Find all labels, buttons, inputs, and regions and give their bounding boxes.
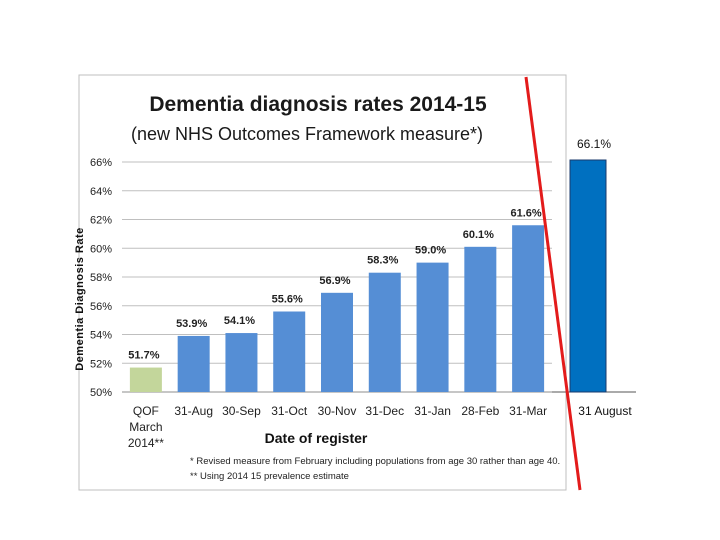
y-axis-label: Dementia Diagnosis Rate bbox=[74, 227, 86, 371]
y-tick-label: 64% bbox=[90, 186, 112, 198]
x-axis-categories: QOF March 2014** 31-Aug 30-Sep 31-Oct 30-Nov 31… bbox=[128, 404, 547, 450]
bar bbox=[569, 159, 607, 393]
x-tick-label: 30-Sep bbox=[222, 404, 261, 418]
y-tick-label: 62% bbox=[90, 215, 112, 227]
data-label: 66.1% bbox=[577, 137, 611, 151]
x-tick-label: March bbox=[129, 420, 162, 434]
bars bbox=[129, 225, 545, 392]
bar bbox=[177, 335, 210, 392]
x-axis-label: Date of register bbox=[265, 430, 368, 446]
data-label: 56.9% bbox=[319, 275, 350, 287]
x-tick-label: 31-Dec bbox=[365, 404, 404, 418]
data-label: 58.3% bbox=[367, 255, 398, 267]
bar bbox=[273, 311, 306, 392]
x-tick-label: 31-Jan bbox=[414, 404, 451, 418]
bar bbox=[321, 292, 353, 392]
bar bbox=[225, 333, 258, 392]
x-tick-label: QOF bbox=[133, 404, 159, 418]
chart-title: Dementia diagnosis rates 2014-15 bbox=[149, 93, 487, 116]
bar bbox=[416, 262, 449, 392]
y-tick-label: 60% bbox=[90, 243, 112, 255]
footnote-2: ** Using 2014 15 prevalence estimate bbox=[190, 471, 349, 482]
y-tick-label: 50% bbox=[90, 387, 112, 399]
y-tick-label: 56% bbox=[90, 301, 112, 313]
data-label: 60.1% bbox=[463, 229, 494, 241]
chart-subtitle: (new NHS Outcomes Framework measure*) bbox=[131, 124, 483, 144]
side-chart: 66.1% 31 August bbox=[552, 137, 636, 418]
x-tick-label: 31-Oct bbox=[271, 404, 308, 418]
x-tick-label: 31-Aug bbox=[174, 404, 213, 418]
y-tick-label: 52% bbox=[90, 358, 112, 370]
x-tick-label: 2014** bbox=[128, 436, 164, 450]
bar bbox=[464, 246, 497, 392]
x-tick-label: 31 August bbox=[578, 404, 632, 418]
bar bbox=[368, 272, 401, 392]
data-label: 53.9% bbox=[176, 318, 207, 330]
data-label: 61.6% bbox=[511, 207, 542, 219]
data-label: 55.6% bbox=[272, 294, 303, 306]
footnote-1: * Revised measure from February includin… bbox=[190, 456, 560, 467]
y-tick-label: 54% bbox=[90, 330, 112, 342]
bar bbox=[129, 367, 162, 392]
data-label: 51.7% bbox=[128, 350, 159, 362]
x-tick-label: 30-Nov bbox=[318, 404, 357, 418]
bar bbox=[512, 225, 545, 392]
x-tick-label: 31-Mar bbox=[509, 404, 547, 418]
y-tick-label: 58% bbox=[90, 272, 112, 284]
red-annotation-line bbox=[524, 76, 582, 491]
x-tick-label: 28-Feb bbox=[461, 404, 499, 418]
data-labels: 51.7% 53.9% 54.1% 55.6% 56.9% 58.3% 59.0% 60.1%… bbox=[128, 207, 542, 361]
data-label: 54.1% bbox=[224, 315, 255, 327]
data-label: 59.0% bbox=[415, 245, 446, 257]
y-axis-ticks: 50% 52% 54% 56% 58% 60% 62% 64% 66% bbox=[90, 157, 112, 399]
y-tick-label: 66% bbox=[90, 157, 112, 169]
